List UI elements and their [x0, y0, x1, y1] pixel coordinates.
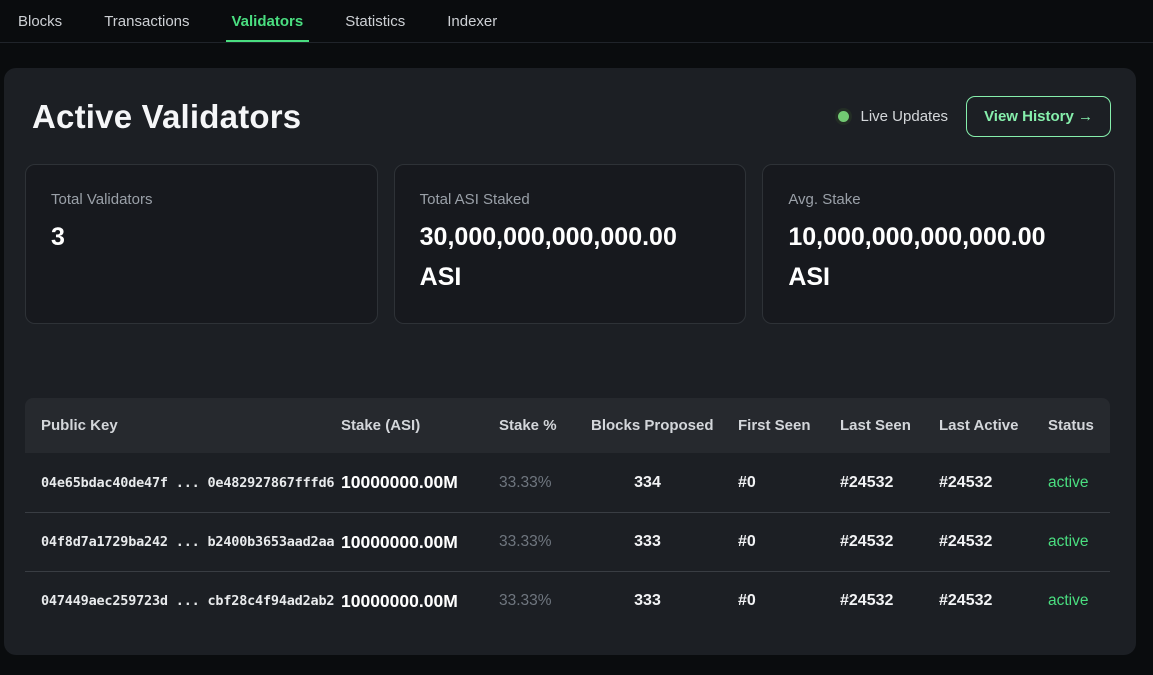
column-header-last-active: Last Active	[939, 417, 1019, 434]
nav-tab-indexer[interactable]: Indexer	[447, 12, 498, 30]
stake-pct-cell: 33.33%	[499, 592, 552, 609]
column-header-status: Status	[1048, 417, 1094, 434]
nav-tab-validators[interactable]: Validators	[225, 0, 309, 42]
live-updates-label: Live Updates	[860, 108, 949, 125]
column-header-stake-pct: Stake %	[499, 417, 557, 434]
status-badge: active	[1048, 473, 1089, 491]
column-header-public-key: Public Key	[41, 417, 118, 434]
stat-value: 3	[51, 223, 65, 251]
top-navigation: Blocks Transactions Validators Statistic…	[0, 0, 1153, 43]
stat-value: 30,000,000,000,000.00 ASI	[419, 223, 677, 291]
stats-row: Total Validators 3 Total ASI Staked 30,0…	[25, 164, 1115, 324]
stat-card-avg-stake: Avg. Stake 10,000,000,000,000.00 ASI	[762, 164, 1115, 324]
validators-panel: Active Validators Live Updates View Hist…	[4, 68, 1136, 655]
last-seen-cell: #24532	[840, 592, 894, 609]
first-seen-cell: #0	[738, 473, 756, 491]
stake-cell: 10000000.00M	[341, 472, 458, 492]
view-history-button[interactable]: View History →	[966, 96, 1111, 137]
table-header-row: Public Key Stake (ASI) Stake % Blocks Pr…	[25, 398, 1110, 453]
status-badge: active	[1048, 533, 1089, 550]
table-row[interactable]: 04f8d7a1729ba242 ... b2400b3653aad2aa 10…	[25, 512, 1110, 571]
table-row[interactable]: 047449aec259723d ... cbf28c4f94ad2ab2 10…	[25, 571, 1110, 630]
column-header-last-seen: Last Seen	[840, 417, 911, 434]
column-header-stake: Stake (ASI)	[341, 417, 421, 434]
first-seen-cell: #0	[738, 592, 756, 609]
stake-cell: 10000000.00M	[341, 590, 458, 611]
header-actions: Live Updates View History →	[837, 96, 1111, 137]
blocks-proposed-cell: 333	[634, 592, 661, 609]
stake-pct-cell: 33.33%	[499, 473, 552, 491]
live-indicator-dot	[837, 111, 849, 122]
nav-tab-statistics[interactable]: Statistics	[345, 12, 406, 30]
validators-table: Public Key Stake (ASI) Stake % Blocks Pr…	[25, 398, 1110, 630]
public-key-cell[interactable]: 04f8d7a1729ba242 ... b2400b3653aad2aa	[41, 534, 335, 550]
stat-label: Avg. Stake	[788, 191, 861, 208]
blocks-proposed-cell: 333	[634, 533, 661, 550]
stat-label: Total ASI Staked	[419, 191, 530, 208]
page-title: Active Validators	[32, 97, 302, 135]
column-header-blocks-proposed: Blocks Proposed	[591, 417, 714, 434]
table-row[interactable]: 04e65bdac40de47f ... 0e482927867fffd6 10…	[25, 453, 1110, 512]
stat-value: 10,000,000,000,000.00 ASI	[788, 223, 1046, 291]
column-header-first-seen: First Seen	[738, 417, 811, 434]
stake-cell: 10000000.00M	[341, 531, 458, 552]
nav-tab-transactions[interactable]: Transactions	[104, 12, 190, 30]
stat-label: Total Validators	[51, 191, 153, 208]
public-key-cell[interactable]: 047449aec259723d ... cbf28c4f94ad2ab2	[41, 593, 335, 609]
stat-card-total-asi-staked: Total ASI Staked 30,000,000,000,000.00 A…	[393, 164, 747, 324]
last-active-cell: #24532	[939, 533, 993, 550]
blocks-proposed-cell: 334	[634, 473, 661, 491]
stat-card-total-validators: Total Validators 3	[25, 164, 378, 324]
live-updates-indicator: Live Updates	[837, 108, 949, 125]
public-key-cell[interactable]: 04e65bdac40de47f ... 0e482927867fffd6	[41, 474, 335, 491]
last-active-cell: #24532	[939, 592, 993, 609]
last-seen-cell: #24532	[840, 473, 894, 491]
status-badge: active	[1048, 592, 1089, 609]
last-seen-cell: #24532	[840, 533, 894, 550]
first-seen-cell: #0	[738, 533, 756, 550]
last-active-cell: #24532	[939, 473, 993, 491]
stake-pct-cell: 33.33%	[499, 533, 552, 550]
panel-header: Active Validators Live Updates View Hist…	[32, 96, 1111, 137]
nav-tab-blocks[interactable]: Blocks	[18, 12, 63, 30]
